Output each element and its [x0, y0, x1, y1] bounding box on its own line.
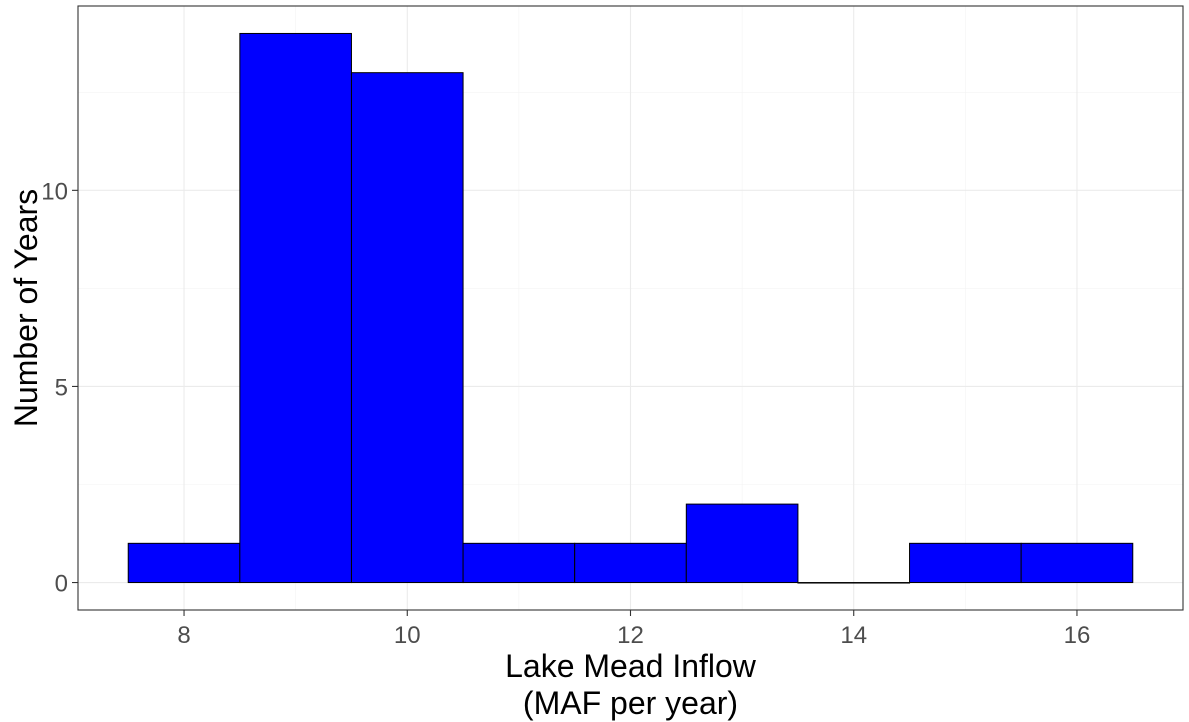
x-tick-label: 12 — [617, 622, 644, 649]
histogram-bar — [127, 542, 241, 584]
histogram-bar — [909, 542, 1022, 584]
x-tick-label: 10 — [394, 622, 421, 649]
histogram-bar — [350, 72, 464, 584]
histogram-bar — [574, 542, 687, 584]
histogram-bar — [797, 582, 911, 584]
y-tick-label: 10 — [41, 178, 68, 205]
x-axis-title-line-1: Lake Mead Inflow — [505, 648, 757, 684]
x-tick-label: 8 — [177, 622, 190, 649]
histogram-bar — [1020, 542, 1134, 584]
histogram-bar — [685, 503, 799, 584]
x-tick-label: 14 — [840, 622, 867, 649]
x-axis-title-line-2: (MAF per year) — [523, 685, 738, 721]
y-tick-label: 0 — [55, 571, 68, 598]
y-tick-label: 5 — [55, 374, 68, 401]
x-tick-label: 16 — [1064, 622, 1091, 649]
bars-layer — [127, 32, 1134, 584]
y-axis-title: Number of Years — [8, 189, 44, 427]
ticks-layer: 8 10 12 14 16 0 5 10 — [41, 178, 1090, 649]
histogram-bar — [462, 542, 576, 584]
histogram-bar — [239, 32, 352, 584]
